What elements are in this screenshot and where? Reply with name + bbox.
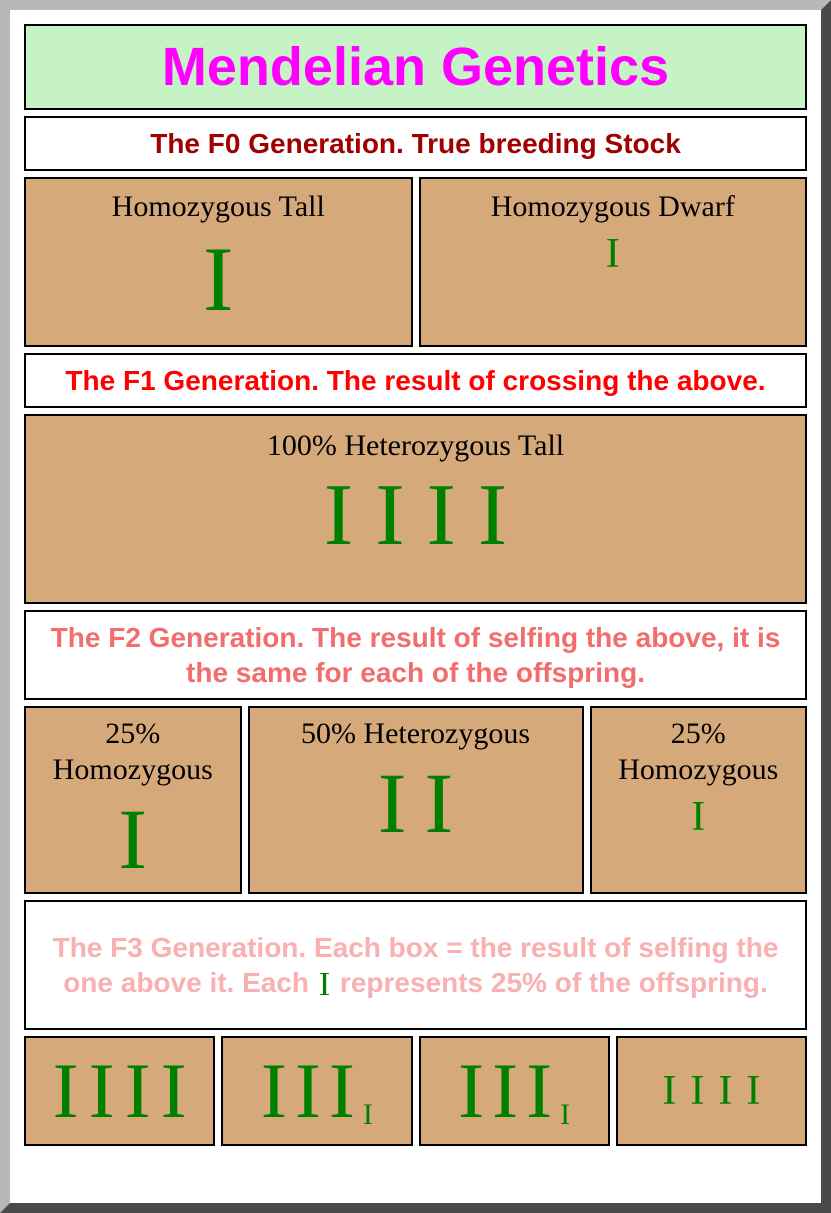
plant-icon: I — [718, 1070, 732, 1112]
f3-label-cell: The F3 Generation. Each box = the result… — [24, 900, 807, 1030]
plant-icon: I — [560, 1100, 570, 1130]
f0-left-box: Homozygous Tall I — [24, 177, 413, 347]
f3-plants: IIII — [458, 1048, 570, 1134]
f3-plants: IIII — [662, 1066, 760, 1116]
f2-label: The F2 Generation. The result of selfing… — [34, 618, 797, 692]
plant-icon: I — [375, 472, 404, 560]
f0-row: Homozygous Tall I Homozygous Dwarf I — [24, 177, 807, 347]
f3-row: IIIIIIIIIIIIIIII — [24, 1036, 807, 1146]
plant-icon: I — [324, 472, 353, 560]
plant-icon: I — [295, 1052, 321, 1130]
f2-plants: I — [118, 792, 147, 886]
plant-icon: I — [492, 1052, 518, 1130]
f2-box-label: 25% Homozygous — [600, 716, 798, 788]
plant-icon: I — [662, 1070, 676, 1112]
plant-icon: I — [261, 1052, 287, 1130]
f2-box-2: 25% Homozygous I — [590, 706, 808, 894]
f2-box-label: 25% Homozygous — [34, 716, 232, 788]
f3-plants: IIII — [53, 1048, 187, 1134]
plant-icon: I — [478, 472, 507, 560]
f1-box: 100% Heterozygous Tall IIII — [24, 414, 807, 604]
plant-icon: I — [690, 1070, 704, 1112]
plant-icon: I — [89, 1052, 115, 1130]
plant-icon: I — [363, 1100, 373, 1130]
f0-right-label: Homozygous Dwarf — [491, 189, 735, 225]
f3-box-0: IIII — [24, 1036, 215, 1146]
plant-icon: I — [118, 796, 147, 882]
plant-icon: I — [526, 1052, 552, 1130]
plant-icon: I — [425, 760, 454, 846]
f0-label-cell: The F0 Generation. True breeding Stock — [24, 116, 807, 171]
f2-box-1: 50% Heterozygous II — [248, 706, 584, 894]
plant-icon: I — [427, 472, 456, 560]
f2-box-0: 25% Homozygous I — [24, 706, 242, 894]
f2-plants: II — [378, 756, 453, 850]
f3-label-post: represents 25% of the offspring. — [332, 967, 768, 998]
plant-icon: I — [53, 1052, 79, 1130]
f3-box-3: IIII — [616, 1036, 807, 1146]
plant-icon: I — [378, 760, 407, 846]
f0-right-box: Homozygous Dwarf I — [419, 177, 808, 347]
f1-plants: IIII — [324, 468, 507, 564]
plant-icon: I — [691, 796, 705, 838]
f0-label: The F0 Generation. True breeding Stock — [146, 124, 685, 163]
f1-label-cell: The F1 Generation. The result of crossin… — [24, 353, 807, 408]
plant-icon: I — [746, 1070, 760, 1112]
plant-icon: I — [606, 233, 620, 275]
f0-left-plants: I — [203, 229, 234, 329]
f1-box-label: 100% Heterozygous Tall — [267, 428, 564, 464]
plant-icon: I — [203, 233, 234, 325]
f3-plants: IIII — [261, 1048, 373, 1134]
f1-label: The F1 Generation. The result of crossin… — [61, 361, 769, 400]
plant-icon: I — [161, 1052, 187, 1130]
f3-box-1: IIII — [221, 1036, 412, 1146]
plant-icon: I — [125, 1052, 151, 1130]
f0-left-label: Homozygous Tall — [112, 189, 325, 225]
title-cell: Mendelian Genetics — [24, 24, 807, 110]
f2-row: 25% HomozygousI50% HeterozygousII25% Hom… — [24, 706, 807, 894]
f0-right-plants: I — [606, 229, 620, 279]
f3-label: The F3 Generation. Each box = the result… — [34, 928, 797, 1002]
page-title: Mendelian Genetics — [162, 32, 669, 102]
diagram-frame: Mendelian Genetics The F0 Generation. Tr… — [0, 0, 831, 1213]
f2-plants: I — [691, 792, 705, 842]
f3-box-2: IIII — [419, 1036, 610, 1146]
plant-icon: I — [329, 1052, 355, 1130]
f2-box-label: 50% Heterozygous — [301, 716, 530, 752]
plant-icon: I — [458, 1052, 484, 1130]
f2-label-cell: The F2 Generation. The result of selfing… — [24, 610, 807, 700]
